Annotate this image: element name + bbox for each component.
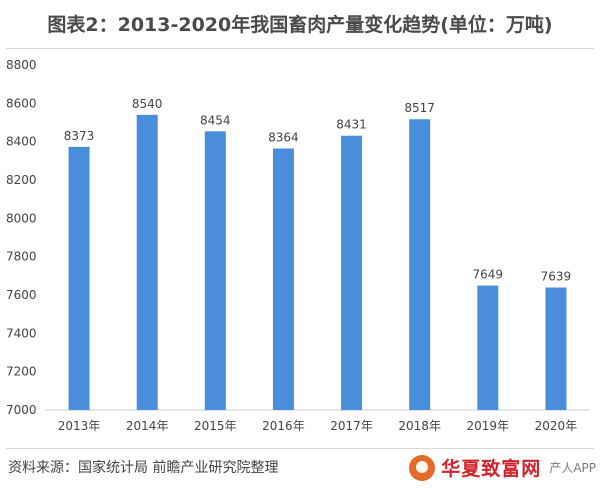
y-tick-label: 7200: [6, 365, 37, 379]
bar: [204, 131, 226, 411]
data-label: 8373: [64, 129, 95, 143]
bar: [272, 148, 294, 411]
x-tick-label: 2016年: [262, 419, 305, 433]
data-label: 8540: [132, 97, 163, 111]
bar: [341, 135, 363, 410]
bar: [136, 114, 158, 410]
data-label: 8517: [404, 101, 435, 115]
bar: [409, 119, 431, 410]
data-label: 8431: [336, 118, 367, 132]
watermark-brand: 华夏致富网 产人APP: [409, 454, 596, 481]
top-divider: [6, 48, 594, 49]
source-note: 资料来源：国家统计局 前瞻产业研究院整理: [8, 460, 279, 476]
x-tick-label: 2018年: [398, 419, 441, 433]
y-tick-label: 7000: [6, 403, 37, 417]
y-tick-label: 8400: [6, 135, 37, 149]
y-tick-label: 7800: [6, 250, 37, 264]
data-label: 7639: [541, 270, 572, 284]
y-tick-label: 7600: [6, 288, 37, 302]
x-tick-label: 2020年: [535, 419, 578, 433]
brand-name: 华夏致富网: [441, 458, 542, 480]
x-tick-label: 2015年: [194, 419, 237, 433]
y-tick-label: 8000: [6, 211, 37, 225]
app-label: 产人APP: [549, 461, 596, 475]
x-tick-label: 2017年: [330, 419, 373, 433]
bar: [545, 287, 567, 410]
data-label: 8454: [200, 113, 231, 127]
data-label: 8364: [268, 131, 299, 145]
x-tick-label: 2014年: [126, 419, 169, 433]
x-tick-label: 2019年: [467, 419, 510, 433]
data-label: 7649: [473, 268, 504, 282]
brand-logo-icon: [409, 454, 436, 481]
y-tick-label: 8600: [6, 96, 37, 110]
bar: [477, 285, 499, 410]
y-tick-label: 8800: [6, 58, 37, 72]
bar-chart: 7000 7200 7400 7600 7800 8000 8200 8400 8600 8800…: [6, 58, 590, 433]
y-tick-label: 8200: [6, 173, 37, 187]
bottom-divider: [6, 448, 594, 449]
y-tick-label: 7400: [6, 326, 37, 340]
bar: [68, 146, 90, 410]
chart-title: 图表2：2013-2020年我国畜肉产量变化趋势(单位：万吨): [47, 14, 553, 36]
x-tick-label: 2013年: [58, 419, 101, 433]
